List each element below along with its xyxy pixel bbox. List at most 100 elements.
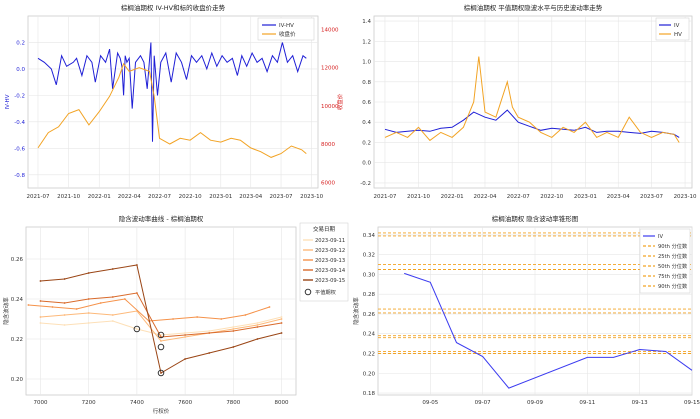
x-tick-label: 2021-07: [26, 194, 49, 200]
y-tick-label: 0.24: [363, 332, 376, 338]
y-tick-label: -0.4: [14, 120, 25, 126]
legend-box: [299, 222, 349, 302]
x-tick-label: 2023-04: [607, 194, 630, 200]
series-line-0: [384, 109, 680, 138]
x-tick-label: 2022-04: [473, 194, 496, 200]
series-point: [135, 292, 138, 294]
legend-marker: [304, 288, 312, 296]
legend-label: 2023-09-14: [315, 268, 346, 274]
series-point: [27, 304, 30, 306]
series-point: [39, 316, 42, 318]
x-tick-label: 2023-01: [574, 194, 597, 200]
series-point: [75, 308, 78, 310]
series-line-1: [384, 56, 680, 143]
y-axis-label: IV-HV: [5, 94, 11, 109]
y-tick-label: 0.24: [11, 297, 24, 303]
legend-label: IV-HV: [279, 23, 294, 29]
chart-title: 隐含波动率曲线 - 棕榈油期权: [119, 214, 204, 223]
series-point: [87, 312, 90, 314]
series-point: [280, 316, 283, 318]
plot-area: [27, 15, 319, 189]
atm-marker: [133, 325, 141, 333]
y-tick-label: 0.18: [363, 391, 376, 397]
x-tick-label: 2023-01: [209, 194, 232, 200]
x-tick-label: 2023-07: [640, 194, 663, 200]
y-tick-label: 0.26: [11, 257, 24, 263]
y-tick-label: 0.26: [363, 312, 376, 318]
chart-iv-smile: 隐含波动率曲线 - 棕榈油期权 7000 7200 7400 7600 7800 8000 0…: [2, 214, 349, 415]
y-tick-label: 1.0: [362, 60, 371, 66]
y-tick-label: -0.2: [14, 93, 25, 99]
series-point: [208, 352, 211, 354]
legend-label: 2023-09-11: [315, 238, 345, 244]
series-point: [111, 268, 114, 270]
y-tick-label: 0.20: [11, 377, 24, 383]
x-tick-label: 2021-10: [407, 194, 430, 200]
legend-label: 平值期权: [315, 288, 337, 296]
x-tick-label: 2022-07: [148, 194, 171, 200]
y-tick-label: 1.2: [362, 39, 371, 45]
series-point: [196, 316, 199, 318]
atm-marker: [157, 369, 165, 377]
legend-label: IV: [658, 234, 664, 240]
series-point: [208, 330, 211, 332]
y-tick-label: 0.34: [363, 233, 376, 239]
series-point: [160, 340, 162, 342]
series-point: [135, 328, 138, 330]
series-point: [135, 264, 138, 266]
y-tick-label: -0.8: [14, 173, 25, 179]
y2-tick-label: 12000: [321, 66, 339, 72]
series-point: [87, 272, 90, 274]
chart-title: 棕榈油期权 隐含波动率锥形图: [492, 214, 579, 223]
series-point: [123, 298, 126, 300]
series-point: [256, 324, 259, 326]
legend-label: 25th 分位数: [658, 252, 688, 260]
x-tick-label: 2022-10: [540, 194, 563, 200]
legend-label: 90th 分位数: [658, 282, 688, 290]
legend: IV 90th 分位数 25th 分位数 50th 分位数 75th 分位数 90th 分…: [639, 228, 691, 294]
legend-label: 90th 分位数: [658, 242, 688, 250]
chart-title: 棕榈油期权 IV-HV和标的收盘价走势: [121, 3, 226, 12]
series-point: [39, 280, 42, 282]
series-point: [280, 318, 283, 320]
chart-iv-cone: 棕榈油期权 隐含波动率锥形图 09-05 09-07 09-09 09-11 09-13 0…: [352, 214, 700, 406]
y-tick-label: 0.8: [362, 80, 371, 86]
x-tick-label: 09-15: [684, 400, 700, 406]
x-tick-label: 2021-07: [373, 194, 396, 200]
series-point: [63, 278, 66, 280]
series-point: [268, 306, 271, 308]
legend: 交易日期 2023-09-11 2023-09-12 2023-09-13 2023-0…: [299, 222, 349, 302]
x-tick-label: 7400: [130, 400, 144, 406]
x-tick-label: 2022-07: [507, 194, 530, 200]
chart-iv-hv: 棕榈油期权 平值期权隐波水平与历史波动率走势 2021-07 2021-10 2022…: [360, 3, 697, 200]
legend-label: HV: [674, 32, 682, 38]
series-point: [111, 314, 114, 316]
legend-box: [655, 17, 690, 41]
x-tick-label: 8000: [275, 400, 289, 406]
series-point: [39, 322, 42, 324]
legend-label: 50th 分位数: [658, 262, 688, 270]
y-tick-label: -0.6: [14, 146, 25, 152]
legend-label: 2023-09-12: [315, 248, 345, 254]
y-axis-label: 隐含波动率: [352, 297, 360, 325]
legend-title: 交易日期: [313, 225, 336, 233]
series-point: [172, 318, 174, 320]
chart-ivhv-price: 棕榈油期权 IV-HV和标的收盘价走势 2021-07 2021-10 2022-01…: [5, 3, 344, 200]
y-tick-label: 0.20: [363, 371, 376, 377]
y-tick-label: 1.4: [362, 19, 371, 25]
y-tick-label: 0.4: [362, 120, 371, 126]
series-point: [63, 314, 66, 316]
y2-tick-label: 8000: [321, 142, 335, 148]
chart-title: 棕榈油期权 平值期权隐波水平与历史波动率走势: [464, 3, 603, 12]
series-point: [111, 320, 114, 322]
x-tick-label: 2022-01: [441, 194, 464, 200]
series-point: [244, 314, 247, 316]
series-line-0: [404, 272, 693, 389]
series-point: [232, 346, 235, 348]
y-tick-label: 0.6: [362, 100, 371, 106]
x-tick-label: 7600: [178, 400, 192, 406]
y2-tick-label: 6000: [321, 180, 335, 186]
series-point: [63, 324, 66, 326]
plot-area: [25, 226, 297, 396]
